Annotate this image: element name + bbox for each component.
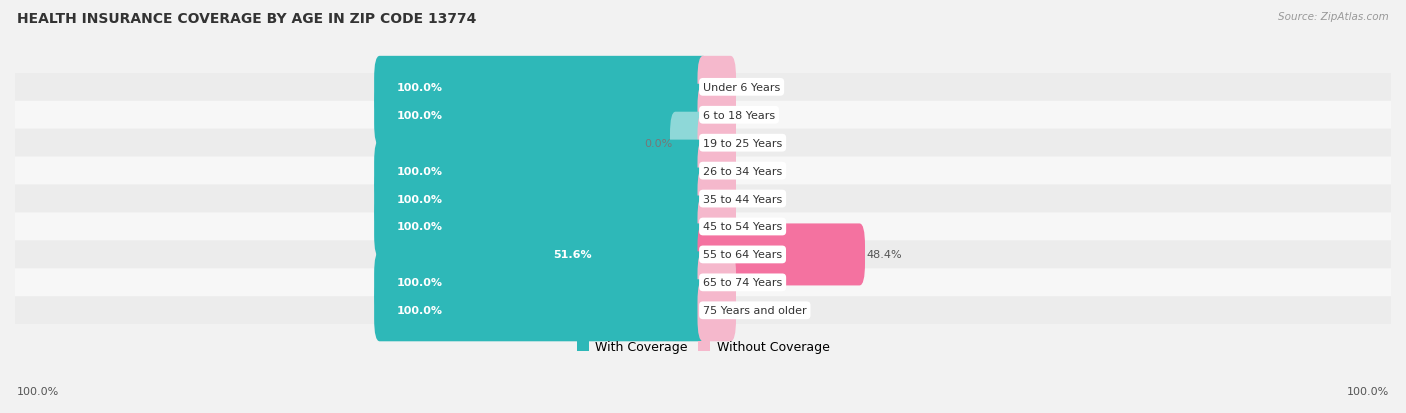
FancyBboxPatch shape	[697, 140, 735, 202]
Text: 0.0%: 0.0%	[737, 194, 766, 204]
Text: 100.0%: 100.0%	[396, 194, 443, 204]
Text: 100.0%: 100.0%	[396, 111, 443, 121]
Text: Source: ZipAtlas.com: Source: ZipAtlas.com	[1278, 12, 1389, 22]
FancyBboxPatch shape	[374, 57, 709, 119]
Text: 100.0%: 100.0%	[396, 166, 443, 176]
FancyBboxPatch shape	[15, 269, 1391, 297]
FancyBboxPatch shape	[697, 168, 735, 230]
Text: HEALTH INSURANCE COVERAGE BY AGE IN ZIP CODE 13774: HEALTH INSURANCE COVERAGE BY AGE IN ZIP …	[17, 12, 477, 26]
Text: 100.0%: 100.0%	[396, 222, 443, 232]
Text: 0.0%: 0.0%	[737, 166, 766, 176]
FancyBboxPatch shape	[15, 129, 1391, 157]
Text: 100.0%: 100.0%	[396, 306, 443, 316]
Text: 26 to 34 Years: 26 to 34 Years	[703, 166, 782, 176]
FancyBboxPatch shape	[697, 57, 735, 119]
FancyBboxPatch shape	[374, 196, 709, 258]
FancyBboxPatch shape	[697, 280, 735, 342]
Text: 0.0%: 0.0%	[737, 138, 766, 148]
FancyBboxPatch shape	[374, 280, 709, 342]
Text: 0.0%: 0.0%	[737, 278, 766, 288]
FancyBboxPatch shape	[697, 252, 735, 313]
Text: 100.0%: 100.0%	[1347, 387, 1389, 396]
Text: 48.4%: 48.4%	[866, 250, 903, 260]
FancyBboxPatch shape	[697, 85, 735, 147]
Text: 0.0%: 0.0%	[644, 138, 672, 148]
FancyBboxPatch shape	[374, 252, 709, 313]
Text: 75 Years and older: 75 Years and older	[703, 306, 807, 316]
Text: 6 to 18 Years: 6 to 18 Years	[703, 111, 775, 121]
Text: 0.0%: 0.0%	[737, 306, 766, 316]
Text: 0.0%: 0.0%	[737, 83, 766, 93]
Text: 51.6%: 51.6%	[554, 250, 592, 260]
FancyBboxPatch shape	[374, 168, 709, 230]
FancyBboxPatch shape	[697, 112, 735, 174]
FancyBboxPatch shape	[374, 140, 709, 202]
FancyBboxPatch shape	[15, 185, 1391, 213]
Text: 0.0%: 0.0%	[737, 111, 766, 121]
FancyBboxPatch shape	[530, 224, 709, 286]
FancyBboxPatch shape	[15, 102, 1391, 129]
FancyBboxPatch shape	[15, 74, 1391, 102]
Text: 100.0%: 100.0%	[396, 83, 443, 93]
FancyBboxPatch shape	[374, 85, 709, 147]
FancyBboxPatch shape	[15, 213, 1391, 241]
Text: 100.0%: 100.0%	[17, 387, 59, 396]
FancyBboxPatch shape	[697, 224, 865, 286]
Text: Under 6 Years: Under 6 Years	[703, 83, 780, 93]
FancyBboxPatch shape	[15, 241, 1391, 269]
FancyBboxPatch shape	[15, 157, 1391, 185]
Text: 55 to 64 Years: 55 to 64 Years	[703, 250, 782, 260]
FancyBboxPatch shape	[671, 112, 709, 174]
FancyBboxPatch shape	[15, 297, 1391, 325]
Text: 0.0%: 0.0%	[737, 222, 766, 232]
Text: 100.0%: 100.0%	[396, 278, 443, 288]
Text: 35 to 44 Years: 35 to 44 Years	[703, 194, 782, 204]
Legend: With Coverage, Without Coverage: With Coverage, Without Coverage	[572, 335, 834, 358]
Text: 65 to 74 Years: 65 to 74 Years	[703, 278, 782, 288]
Text: 45 to 54 Years: 45 to 54 Years	[703, 222, 782, 232]
Text: 19 to 25 Years: 19 to 25 Years	[703, 138, 782, 148]
FancyBboxPatch shape	[697, 196, 735, 258]
